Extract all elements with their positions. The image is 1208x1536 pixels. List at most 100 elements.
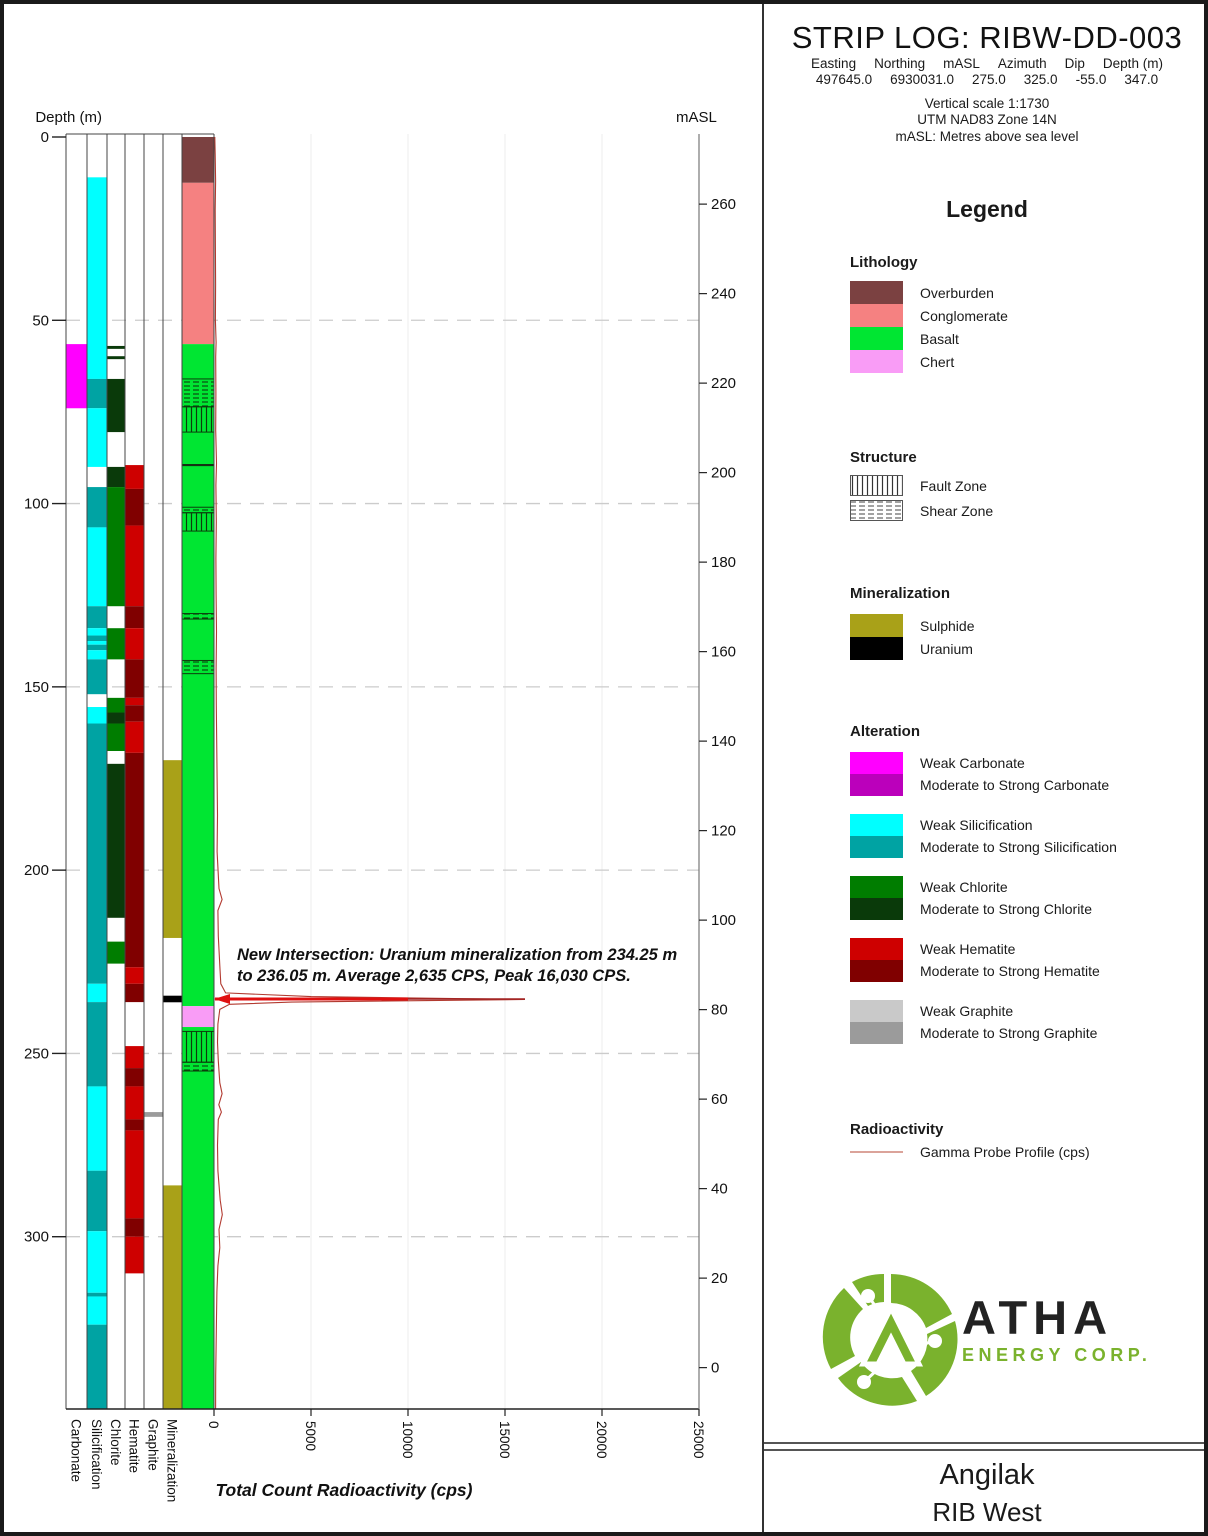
hematite-interval: [125, 1218, 144, 1237]
legend-item-overburden: Overburden: [850, 281, 1008, 304]
chlorite-interval: [107, 941, 125, 964]
silicification-interval: [87, 644, 107, 651]
legend-item-chlorite_strong: Moderate to Strong Chlorite: [850, 898, 1117, 920]
legend-item-silicification_strong-swatch: [850, 836, 903, 858]
track-label-chlorite: Chlorite: [108, 1419, 123, 1466]
legend-item-fault-zone-label: Fault Zone: [920, 477, 987, 494]
silicification-interval: [87, 1292, 107, 1297]
scale-note: mASL: Metres above sea level: [895, 128, 1079, 144]
legend-item-carbonate_weak-swatch: [850, 752, 903, 774]
lithology-legend: Overburden Conglomerate Basalt Chert: [850, 281, 1008, 373]
structure-heading: Structure: [850, 449, 917, 466]
legend-item-sulphide: Sulphide: [850, 614, 975, 637]
depth-axis-title: Depth (m): [35, 109, 102, 126]
atha-logo-icon: [822, 1273, 958, 1406]
graphite-interval: [144, 1112, 163, 1117]
legend-item-fault-zone: Fault Zone: [850, 475, 993, 496]
legend-item-graphite_strong-label: Moderate to Strong Graphite: [920, 1025, 1098, 1041]
silicification-interval: [87, 659, 107, 695]
hematite-interval: [125, 1130, 144, 1219]
legend-item-uranium-label: Uranium: [920, 640, 973, 657]
hematite-interval: [125, 1119, 144, 1131]
footer-divider-line: [764, 1442, 1204, 1444]
silicification-interval: [87, 628, 107, 636]
legend-item-chert-swatch: [850, 350, 903, 373]
masl-tick-label: 260: [711, 196, 736, 213]
hematite-interval: [125, 721, 144, 753]
legend-item-overburden-swatch: [850, 281, 903, 304]
gamma-probe-profile-label: Gamma Probe Profile (cps): [920, 1144, 1090, 1160]
silicification-interval: [87, 606, 107, 629]
meta-label: Azimuth: [997, 56, 1047, 71]
legend-item-hematite_weak-swatch: [850, 938, 903, 960]
meta-value: -55.0: [1075, 72, 1107, 87]
masl-axis-title: mASL: [676, 109, 717, 126]
legend-item-graphite_strong: Moderate to Strong Graphite: [850, 1022, 1117, 1044]
depth-tick-label: 250: [24, 1045, 49, 1062]
radioactivity-legend: Gamma Probe Profile (cps): [850, 1144, 1090, 1160]
alteration-pair: Weak Carbonate Moderate to Strong Carbona…: [850, 752, 1117, 796]
page-title: STRIP LOG: RIBW-DD-003: [791, 20, 1183, 55]
silicification-interval: [87, 723, 107, 984]
masl-tick-label: 60: [711, 1091, 728, 1108]
structure-shear-zone: [181, 506, 215, 514]
legend-item-hematite_strong-swatch: [850, 960, 903, 982]
legend-item-chlorite_weak-swatch: [850, 876, 903, 898]
chlorite-interval: [107, 712, 125, 724]
structure-shear-zone: [181, 1061, 215, 1072]
masl-tick-label: 20: [711, 1270, 728, 1287]
pattern-swatch: [850, 500, 903, 521]
legend-item-silicification_strong-label: Moderate to Strong Silicification: [920, 839, 1117, 855]
masl-tick-label: 200: [711, 465, 736, 482]
masl-tick-label: 220: [711, 375, 736, 392]
legend-item-graphite_weak-swatch: [850, 1000, 903, 1022]
hematite-interval: [125, 488, 144, 526]
legend-item-graphite_strong-swatch: [850, 1022, 903, 1044]
hematite-interval: [125, 525, 144, 607]
legend-item-gamma-probe-profile: Gamma Probe Profile (cps): [850, 1144, 1090, 1160]
meta-value: 325.0: [1023, 72, 1058, 87]
legend-item-carbonate_strong-label: Moderate to Strong Carbonate: [920, 777, 1110, 793]
hematite-interval: [125, 606, 144, 629]
hematite-interval: [125, 1236, 144, 1274]
track-label-mineralization: Mineralization: [165, 1419, 180, 1502]
silicification-interval: [87, 1002, 107, 1087]
track-label-graphite: Graphite: [146, 1419, 161, 1471]
legend-item-carbonate_strong-swatch: [850, 774, 903, 796]
legend-item-hematite_weak: Weak Hematite: [850, 938, 1117, 960]
masl-tick-label: 40: [711, 1181, 728, 1198]
lithology-unit-conglomerate: [182, 182, 214, 345]
legend-item-carbonate_strong: Moderate to Strong Carbonate: [850, 774, 1117, 796]
hematite-interval: [125, 659, 144, 698]
gamma-tick-label: 0: [206, 1421, 221, 1429]
legend-item-hematite_weak-label: Weak Hematite: [920, 941, 1016, 957]
hematite-interval: [125, 1086, 144, 1120]
gamma-tick-label: 15000: [497, 1421, 512, 1459]
meta-label: Depth (m): [1102, 56, 1163, 71]
lithology-heading: Lithology: [850, 254, 918, 271]
track-label-carbonate: Carbonate: [69, 1419, 84, 1482]
alteration-pair: Weak Silicification Moderate to Strong Si…: [850, 814, 1117, 858]
lithology-unit-overburden: [182, 137, 214, 183]
legend-item-uranium: Uranium: [850, 637, 975, 660]
legend-item-silicification_weak-label: Weak Silicification: [920, 817, 1033, 833]
chlorite-interval: [107, 697, 125, 713]
depth-tick-label: 150: [24, 679, 49, 696]
hematite-interval: [125, 465, 144, 489]
sulphide-interval: [163, 760, 182, 938]
meta-value: 6930031.0: [890, 72, 954, 87]
chlorite-interval: [107, 356, 125, 360]
radioactivity-heading: Radioactivity: [850, 1121, 944, 1138]
lithology-unit-basalt: [182, 1027, 214, 1409]
legend-item-silicification_strong: Moderate to Strong Silicification: [850, 836, 1117, 858]
legend-item-hematite_strong-label: Moderate to Strong Hematite: [920, 963, 1100, 979]
track-label-silicification: Silicification: [89, 1419, 104, 1490]
silicification-interval: [87, 1296, 107, 1325]
alteration-pair: Weak Chlorite Moderate to Strong Chlorite: [850, 876, 1117, 920]
silicification-interval: [87, 487, 107, 528]
legend-item-silicification_weak-swatch: [850, 814, 903, 836]
chlorite-interval: [107, 487, 125, 607]
alteration-legend: Weak Carbonate Moderate to Strong Carbona…: [850, 752, 1117, 1062]
masl-tick-label: 120: [711, 823, 736, 840]
structure-shear-zone: [181, 378, 215, 408]
